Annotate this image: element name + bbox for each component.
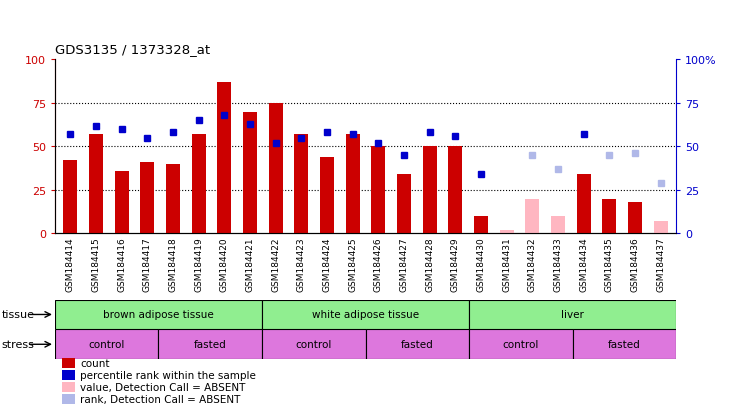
- Bar: [469, 300, 676, 330]
- Text: control: control: [88, 339, 125, 349]
- Text: GDS3135 / 1373328_at: GDS3135 / 1373328_at: [55, 43, 210, 56]
- Bar: [295, 135, 308, 234]
- Bar: [602, 199, 616, 234]
- Text: GSM184430: GSM184430: [477, 237, 485, 292]
- Text: control: control: [503, 339, 539, 349]
- Text: GSM184417: GSM184417: [143, 237, 152, 292]
- Text: GSM184424: GSM184424: [322, 237, 331, 292]
- Text: rank, Detection Call = ABSENT: rank, Detection Call = ABSENT: [80, 394, 240, 404]
- Text: brown adipose tissue: brown adipose tissue: [103, 310, 213, 320]
- Bar: [217, 83, 231, 234]
- Bar: [166, 164, 180, 234]
- Bar: [628, 202, 642, 234]
- Text: GSM184431: GSM184431: [502, 237, 511, 292]
- Bar: [474, 216, 488, 234]
- Text: GSM184433: GSM184433: [553, 237, 563, 292]
- Bar: [262, 300, 469, 330]
- Bar: [654, 222, 668, 234]
- Text: stress: stress: [1, 339, 34, 349]
- Text: GSM184421: GSM184421: [246, 237, 254, 292]
- Text: GSM184437: GSM184437: [656, 237, 665, 292]
- Text: count: count: [80, 358, 110, 368]
- Text: GSM184414: GSM184414: [66, 237, 75, 292]
- Text: GSM184434: GSM184434: [579, 237, 588, 292]
- Text: GSM184426: GSM184426: [374, 237, 383, 292]
- Text: control: control: [295, 339, 332, 349]
- Text: percentile rank within the sample: percentile rank within the sample: [80, 370, 257, 380]
- Bar: [320, 157, 334, 234]
- Bar: [423, 147, 436, 234]
- Text: GSM184428: GSM184428: [425, 237, 434, 292]
- Text: GSM184425: GSM184425: [348, 237, 357, 292]
- Bar: [192, 135, 205, 234]
- Bar: [262, 330, 366, 359]
- Text: GSM184435: GSM184435: [605, 237, 614, 292]
- Text: tissue: tissue: [1, 310, 34, 320]
- Text: GSM184418: GSM184418: [168, 237, 178, 292]
- Bar: [268, 104, 283, 234]
- Bar: [140, 163, 154, 234]
- Bar: [55, 330, 159, 359]
- Bar: [572, 330, 676, 359]
- Bar: [63, 161, 77, 234]
- Bar: [89, 135, 103, 234]
- Bar: [551, 216, 565, 234]
- Bar: [577, 175, 591, 234]
- Text: liver: liver: [561, 310, 584, 320]
- Text: GSM184422: GSM184422: [271, 237, 280, 292]
- Text: fasted: fasted: [194, 339, 227, 349]
- Bar: [366, 330, 469, 359]
- Text: white adipose tissue: white adipose tissue: [312, 310, 419, 320]
- Bar: [243, 112, 257, 234]
- Text: fasted: fasted: [401, 339, 433, 349]
- Text: GSM184420: GSM184420: [220, 237, 229, 292]
- Text: GSM184416: GSM184416: [117, 237, 126, 292]
- Bar: [448, 147, 463, 234]
- Bar: [159, 330, 262, 359]
- Bar: [500, 230, 514, 234]
- Bar: [526, 199, 539, 234]
- Bar: [469, 330, 572, 359]
- Text: GSM184419: GSM184419: [194, 237, 203, 292]
- Text: GSM184429: GSM184429: [451, 237, 460, 292]
- Text: GSM184427: GSM184427: [400, 237, 409, 292]
- Bar: [371, 147, 385, 234]
- Text: GSM184415: GSM184415: [91, 237, 100, 292]
- Text: GSM184423: GSM184423: [297, 237, 306, 292]
- Bar: [55, 300, 262, 330]
- Bar: [115, 171, 129, 234]
- Text: GSM184432: GSM184432: [528, 237, 537, 292]
- Bar: [397, 175, 411, 234]
- Text: value, Detection Call = ABSENT: value, Detection Call = ABSENT: [80, 382, 246, 392]
- Bar: [346, 135, 360, 234]
- Text: fasted: fasted: [608, 339, 641, 349]
- Text: GSM184436: GSM184436: [631, 237, 640, 292]
